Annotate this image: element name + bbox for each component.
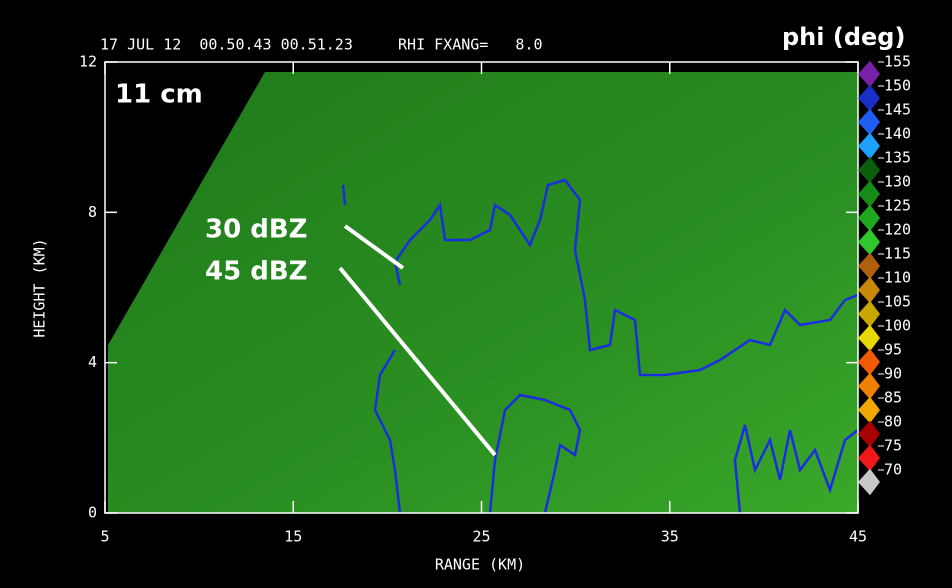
colorbar-tick-label: 80	[884, 413, 902, 431]
x-tick-label: 5	[100, 528, 109, 546]
colorbar-tick-label: 155	[884, 53, 911, 71]
x-axis-label: RANGE (KM)	[435, 556, 525, 574]
colorbar-tick-label: 70	[884, 461, 902, 479]
colorbar-tick-label: 90	[884, 365, 902, 383]
annotation: 45 dBZ	[205, 257, 308, 287]
y-axis-label: HEIGHT (KM)	[31, 238, 49, 337]
colorbar-tick-label: 120	[884, 221, 911, 239]
x-tick-label: 15	[284, 528, 302, 546]
colorbar-tick-label: 100	[884, 317, 911, 335]
y-tick-label: 0	[88, 504, 97, 522]
colorbar-tick-label: 130	[884, 173, 911, 191]
y-tick-label: 8	[88, 203, 97, 221]
colorbar-tick-label: 140	[884, 125, 911, 143]
colorbar-tick-label: 95	[884, 341, 902, 359]
y-tick-label: 4	[88, 353, 97, 371]
colorbar-tick-label: 150	[884, 77, 911, 95]
colorbar-tick-label: 135	[884, 149, 911, 167]
band-label: 11 cm	[115, 80, 203, 110]
colorbar-tick-label: 125	[884, 197, 911, 215]
colorbar-tick-label: 115	[884, 245, 911, 263]
x-tick-label: 35	[661, 528, 679, 546]
colorbar-title: phi (deg)	[782, 23, 905, 51]
y-tick-label: 12	[79, 53, 97, 71]
x-tick-label: 45	[849, 528, 867, 546]
colorbar-tick-label: 85	[884, 389, 902, 407]
colorbar-tick-label: 110	[884, 269, 911, 287]
chart: 17 JUL 12 00.50.43 00.51.23 RHI FXANG= 8…	[0, 0, 952, 588]
colorbar-tick-label: 145	[884, 101, 911, 119]
colorbar-tick-label: 105	[884, 293, 911, 311]
header: 17 JUL 12 00.50.43 00.51.23 RHI FXANG= 8…	[100, 36, 543, 54]
x-tick-label: 25	[472, 528, 490, 546]
annotation: 30 dBZ	[205, 215, 308, 245]
colorbar-tick-label: 75	[884, 437, 902, 455]
